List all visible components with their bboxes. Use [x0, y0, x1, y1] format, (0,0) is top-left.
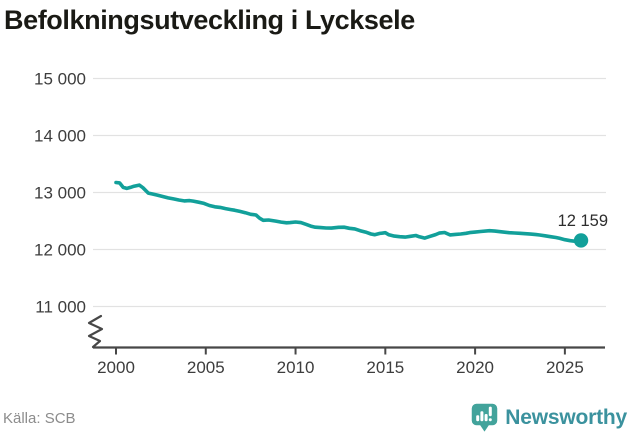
newsworthy-bar-chart-bubble-icon [472, 403, 498, 432]
y-axis-labels: 15 000 14 000 13 000 12 000 11 000 [34, 70, 86, 317]
newsworthy-logo: Newsworthy [471, 403, 627, 433]
chart-footer: Källa: SCB Newsworthy [0, 402, 631, 434]
x-axis [93, 346, 605, 355]
x-tick-label: 2020 [456, 358, 494, 377]
x-tick-label: 2005 [187, 358, 225, 377]
y-axis-break-icon [87, 314, 104, 349]
population-series-line [114, 180, 583, 244]
x-tick-label: 2000 [97, 358, 135, 377]
brand-name: Newsworthy [505, 406, 627, 429]
latest-value-label: 12 159 [558, 212, 608, 230]
x-tick-label: 2015 [366, 358, 404, 377]
y-tick-label: 12 000 [34, 241, 86, 260]
x-axis-labels: 2000 2005 2010 2015 2020 2025 [97, 358, 584, 377]
x-tick-label: 2025 [546, 358, 584, 377]
latest-value-dot [573, 233, 589, 248]
y-tick-label: 11 000 [35, 298, 86, 317]
x-tick-label: 2010 [277, 358, 315, 377]
page-title: Befolkningsutveckling i Lycksele [4, 5, 415, 35]
y-tick-label: 15 000 [34, 70, 86, 89]
y-tick-label: 13 000 [34, 184, 86, 203]
source-label: Källa: SCB [3, 409, 76, 427]
y-tick-label: 14 000 [34, 127, 86, 146]
gridlines [93, 77, 606, 308]
